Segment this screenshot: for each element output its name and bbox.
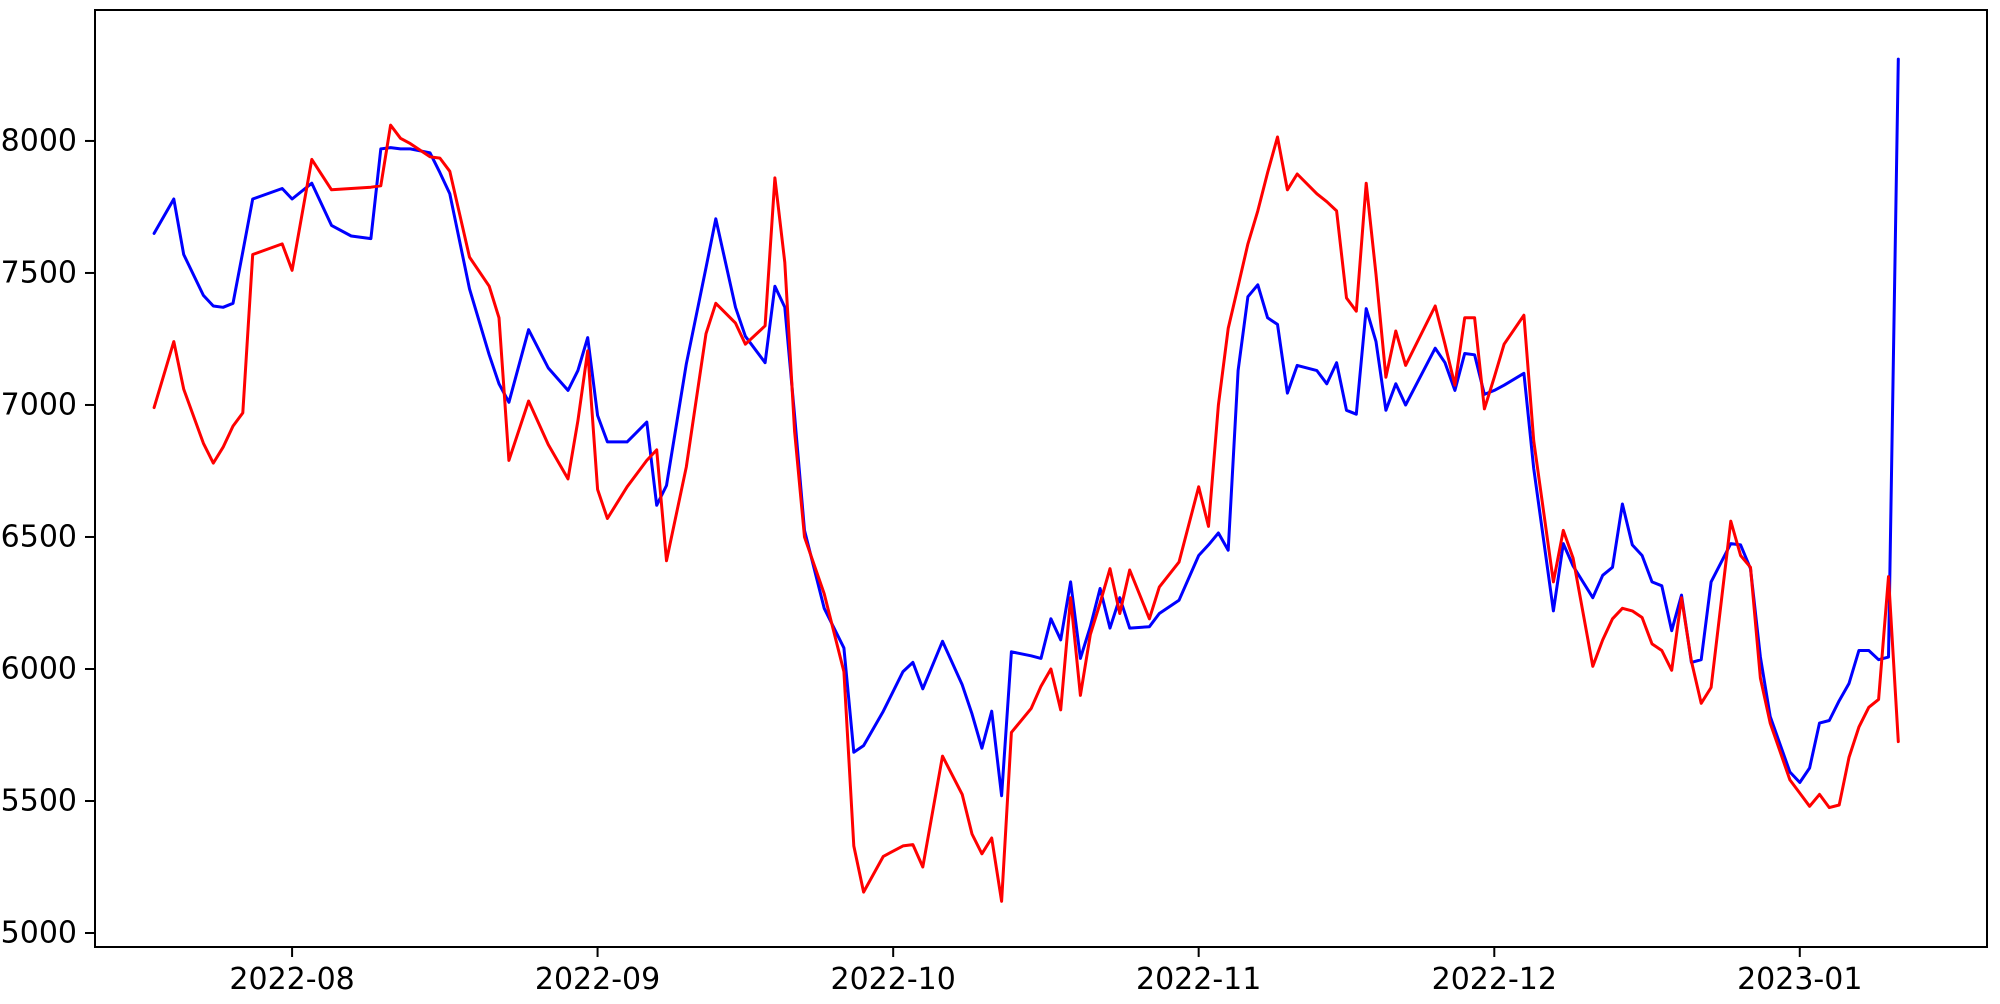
y-tick-label: 5500 bbox=[1, 783, 77, 818]
y-axis: 5000 5500 6000 6500 7000 7500 8000 bbox=[1, 123, 95, 951]
series-lines bbox=[152, 57, 1900, 903]
y-tick-label: 6500 bbox=[1, 519, 77, 554]
x-tick-label: 2022-08 bbox=[229, 962, 354, 997]
x-axis: 2022-08 2022-09 2022-10 2022-11 2022-12 2023-… bbox=[229, 947, 1862, 997]
x-tick-label: 2022-11 bbox=[1136, 962, 1261, 997]
plot-border bbox=[94, 9, 1988, 948]
x-tick-label: 2023-01 bbox=[1737, 962, 1862, 997]
x-tick-label: 2022-09 bbox=[535, 962, 660, 997]
y-tick-label: 7000 bbox=[1, 387, 77, 422]
y-tick-label: 5000 bbox=[1, 916, 77, 951]
y-tick-label: 6000 bbox=[1, 651, 77, 686]
red-series-line bbox=[152, 123, 1900, 903]
y-tick-label: 7500 bbox=[1, 255, 77, 290]
y-tick-label: 8000 bbox=[1, 123, 77, 158]
blue-series-line bbox=[152, 57, 1900, 798]
x-tick-label: 2022-12 bbox=[1432, 962, 1557, 997]
x-tick-label: 2022-10 bbox=[831, 962, 956, 997]
